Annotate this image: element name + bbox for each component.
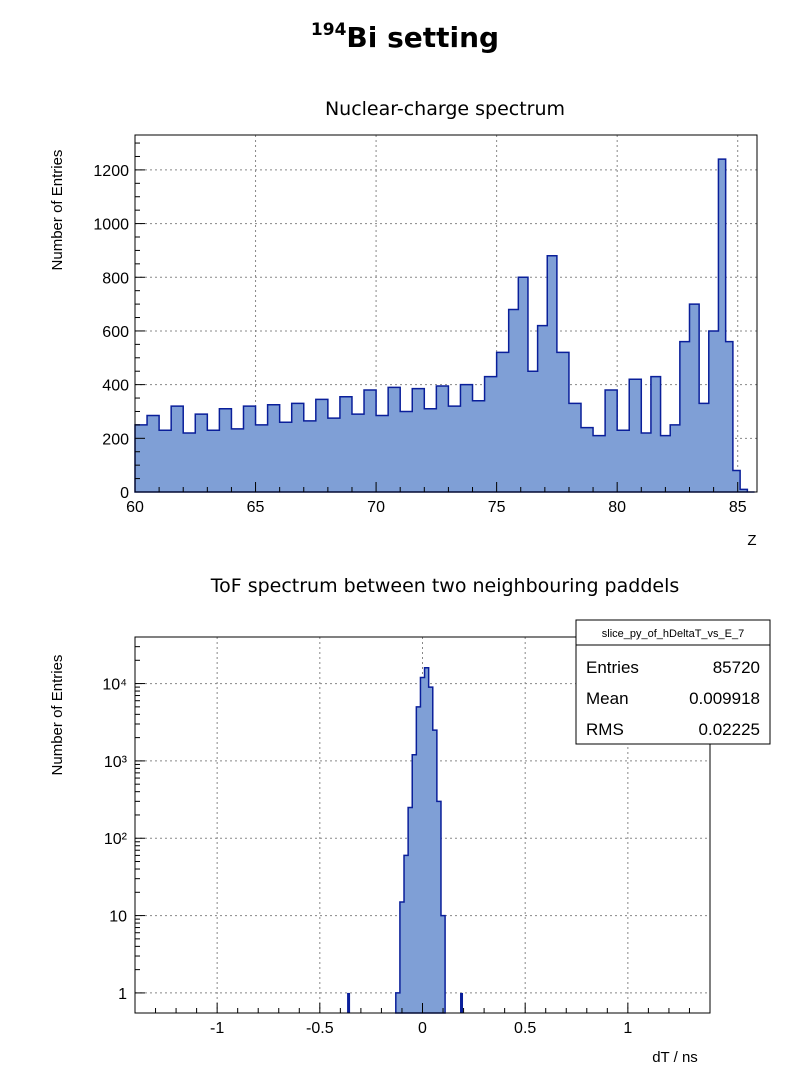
single-entry-bin (347, 992, 351, 1013)
x-tick-label-85: 85 (729, 499, 747, 516)
title-mass-number: 194 (310, 20, 347, 40)
z-spectrum-histogram (134, 158, 755, 493)
stats-box (575, 619, 771, 745)
x-tick-label--0.5: -0.5 (306, 1020, 334, 1037)
x-axis-title: dT / ns (652, 1049, 698, 1066)
y-tick-label-400: 400 (102, 378, 129, 395)
single-entry-bin (460, 992, 464, 1013)
y-tick-label-1000: 1000 (93, 217, 129, 234)
nuclear-charge-chart: 60 65 70 75 80 85 0 200 400 600 800 1000 1200 Z Number… (49, 134, 758, 549)
y-tick-label-1200: 1200 (93, 163, 129, 180)
x-tick-label--1: -1 (210, 1020, 224, 1037)
title-text: Bi setting (346, 21, 500, 54)
x-tick-label-60: 60 (126, 499, 144, 516)
x-tick-label-0.5: 0.5 (514, 1020, 536, 1037)
y-tick-label-1: 10 (109, 909, 127, 926)
y-axis-title: Number of Entries (49, 150, 66, 271)
y-tick-label-800: 800 (102, 270, 129, 287)
stats-value-entries: 85720 (713, 658, 760, 677)
y-tick-label-600: 600 (102, 324, 129, 341)
x-tick-label-80: 80 (608, 499, 626, 516)
stats-value-rms: 0.02225 (699, 720, 760, 739)
x-tick-label-75: 75 (488, 499, 506, 516)
y-axis-title: Number of Entries (49, 655, 66, 776)
chart1-title: Nuclear-charge spectrum (324, 98, 566, 120)
y-tick-label-200: 200 (102, 431, 129, 448)
x-tick-label-70: 70 (367, 499, 385, 516)
y-tick-label-2: 10² (104, 831, 128, 848)
x-axis-title: Z (747, 532, 756, 549)
plot1-frame (134, 134, 758, 493)
tof-histogram (395, 667, 446, 1014)
y-tick-label-3: 10³ (104, 754, 128, 771)
chart2-title: ToF spectrum between two neighbouring pa… (210, 575, 680, 597)
y-tick-label-0: 1 (118, 986, 127, 1003)
stats-value-mean: 0.009918 (689, 689, 760, 708)
stats-label-mean: Mean (586, 689, 629, 708)
stats-label-entries: Entries (586, 658, 639, 677)
y-tick-label-0: 0 (120, 485, 129, 502)
x-tick-label-1: 1 (623, 1020, 632, 1037)
stats-label-rms: RMS (586, 720, 624, 739)
x-tick-label-65: 65 (247, 499, 265, 516)
page-title: 194Bi setting (0, 20, 810, 54)
y-tick-label-4: 10⁴ (102, 677, 127, 694)
x-tick-label-0: 0 (418, 1020, 427, 1037)
stats-name: slice_py_of_hDeltaT_vs_E_7 (602, 628, 744, 640)
